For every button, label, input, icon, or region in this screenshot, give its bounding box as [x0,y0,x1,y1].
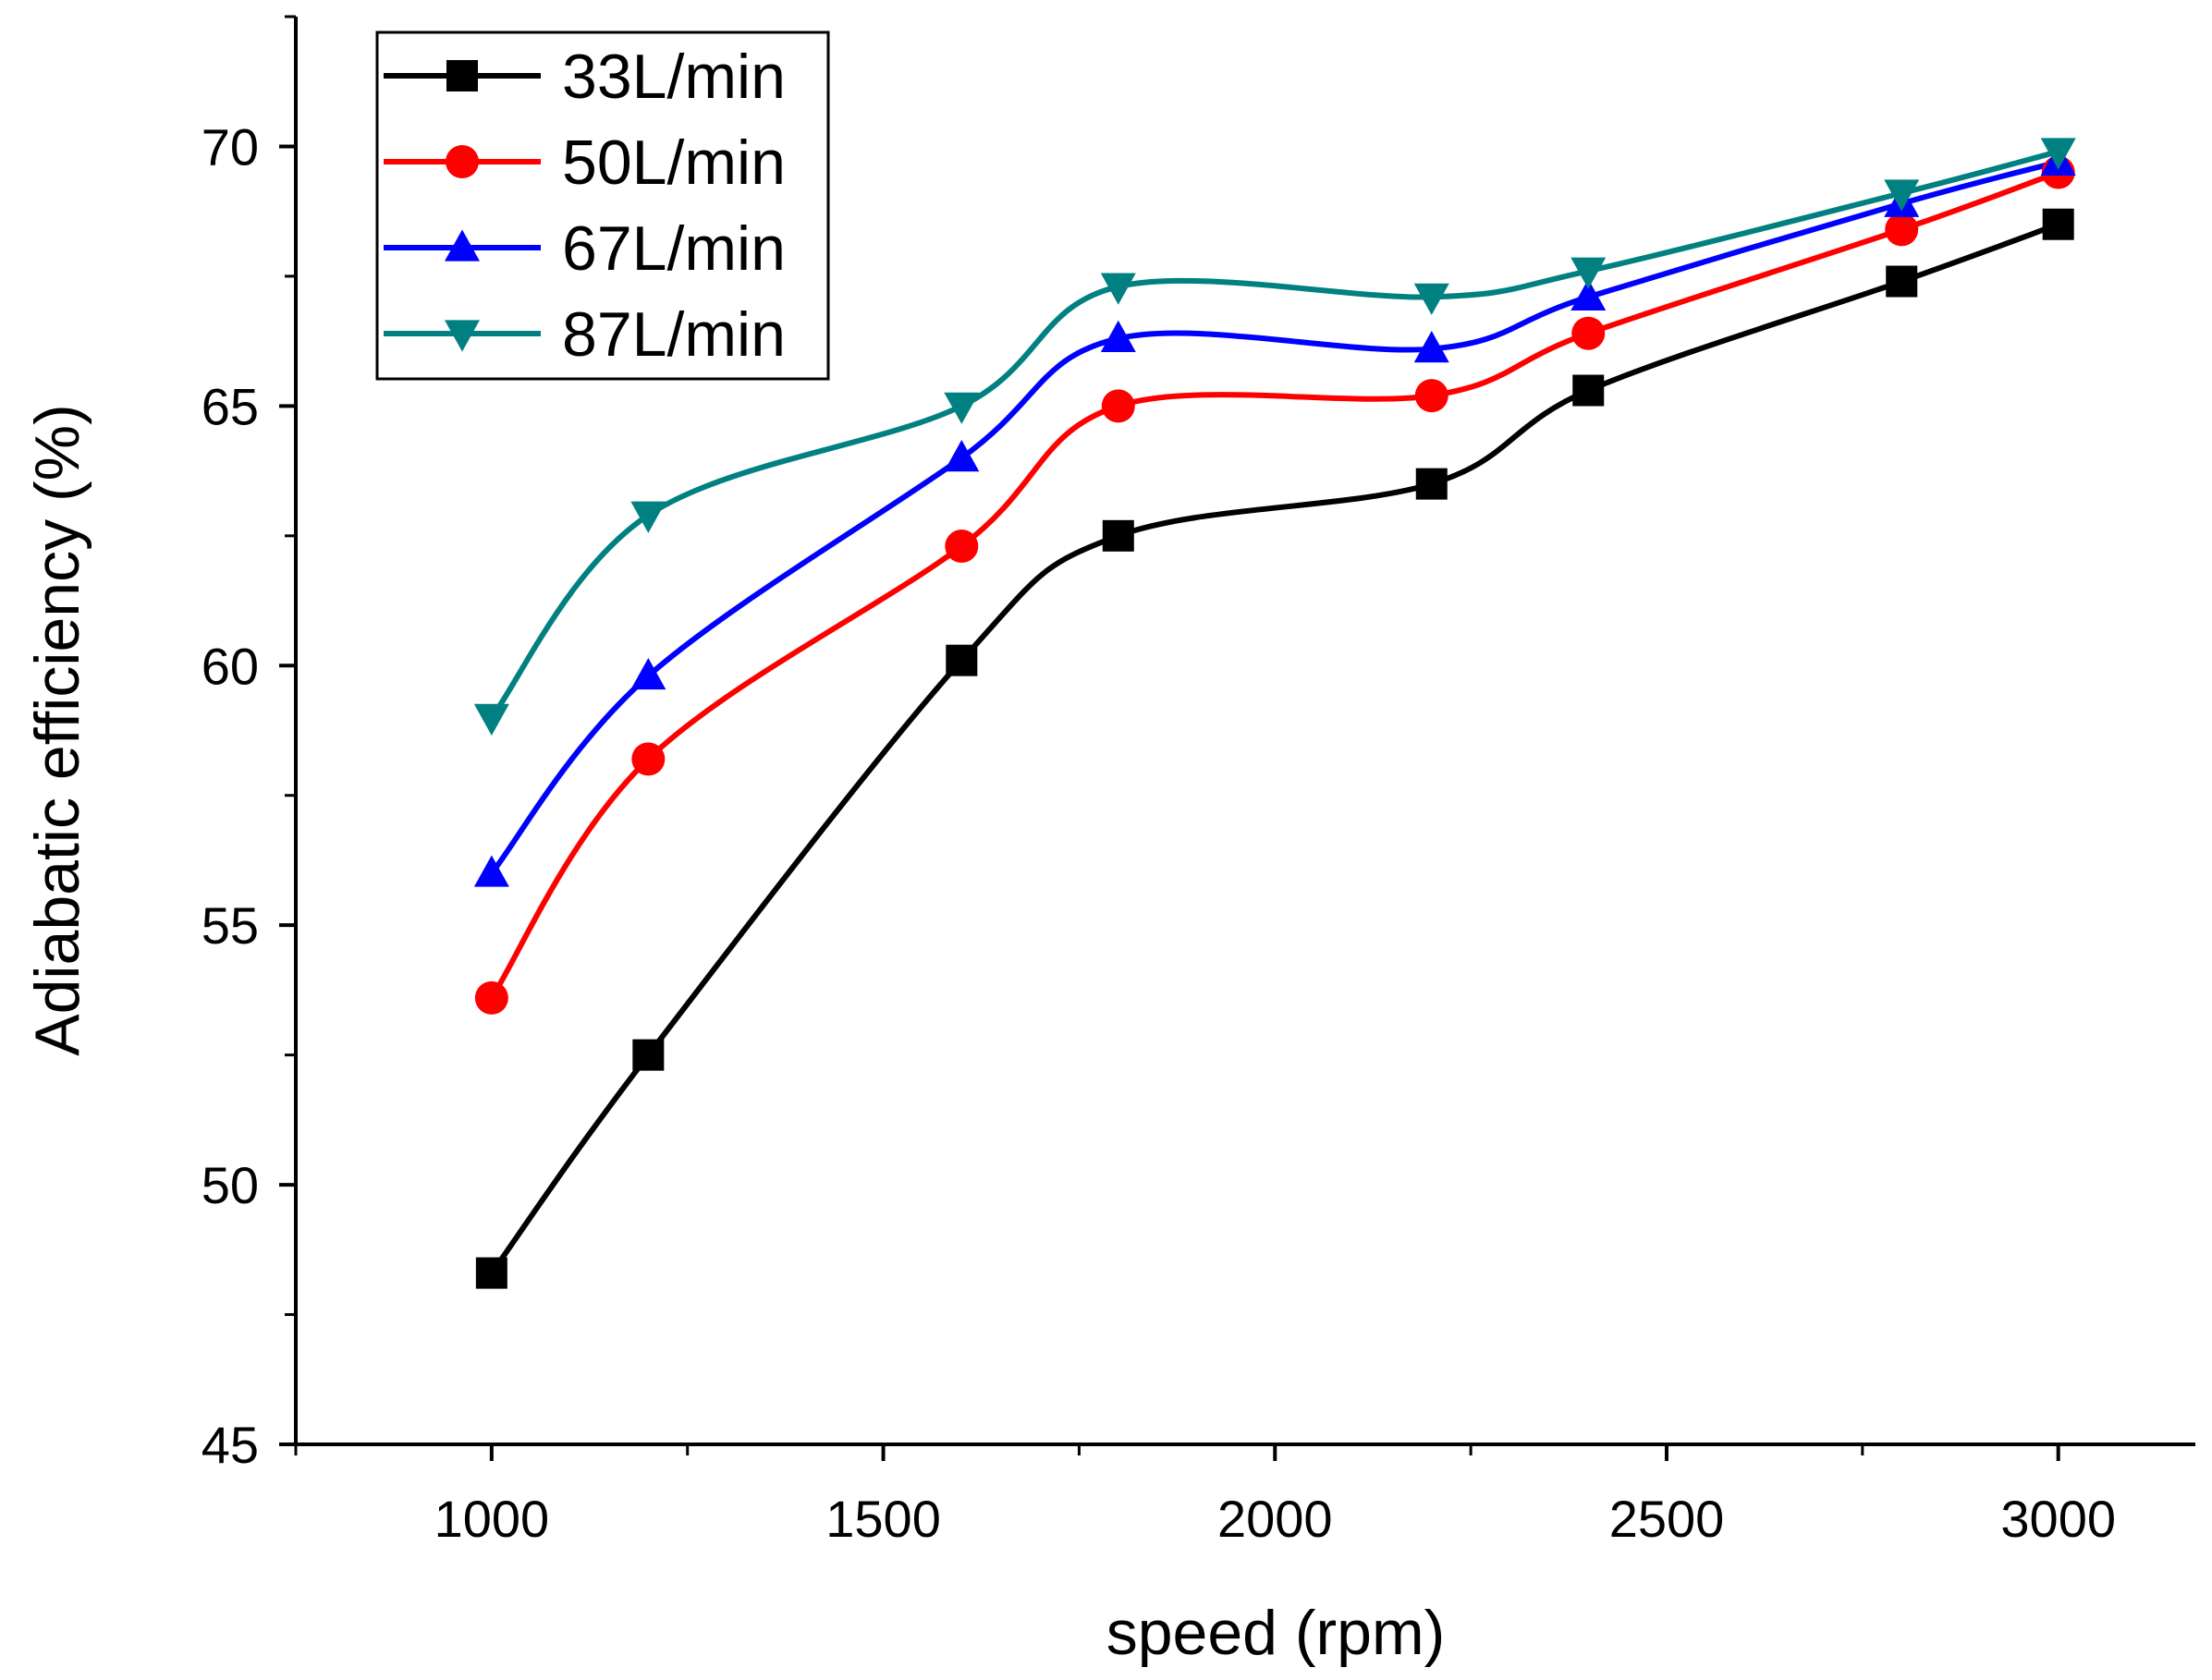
data-point-marker [1413,331,1449,363]
data-point-marker [475,1257,507,1289]
data-point-marker [1571,316,1606,350]
data-point-marker [474,980,508,1015]
data-point-marker [1570,278,1607,311]
data-point-marker [630,657,666,690]
data-point-marker [632,1039,665,1071]
x-tick-label: 1000 [434,1490,550,1548]
data-point-marker [1101,389,1135,423]
axes [294,17,2195,1446]
data-point-marker [2042,208,2074,240]
series-line [489,159,2059,875]
data-point-marker [446,145,479,178]
data-point-marker [2040,138,2076,170]
y-tick-label: 70 [202,117,259,176]
y-tick-label: 60 [202,637,259,695]
x-axis-title: speed (rpm) [1106,1598,1446,1668]
series-line [489,221,2059,1275]
data-point-marker [1414,379,1448,413]
data-point-marker [1884,179,1920,212]
legend-label: 67L/min [562,213,786,284]
legend-label: 33L/min [562,42,786,112]
data-point-marker [1886,265,1918,298]
x-ticks: 1000 1500 2000 2500 3000 [294,1444,2116,1548]
y-tick-label: 55 [202,896,259,955]
series-line [489,169,2059,1000]
data-point-marker [945,530,979,564]
data-point-marker [473,855,509,887]
x-tick-label: 1500 [825,1490,941,1548]
data-point-marker [446,60,478,91]
data-point-marker [944,392,980,424]
y-ticks: 45 50 55 60 65 70 [202,15,296,1474]
data-point-marker [445,320,480,352]
data-point-marker [630,501,666,533]
x-tick-label: 2500 [1609,1490,1725,1548]
data-point-marker [1100,273,1136,305]
legend: 33L/min 50L/min 67L/min 87L/min [375,30,830,381]
data-point-marker [1415,468,1448,500]
data-point-marker [1100,320,1136,352]
data-point-marker [946,644,978,676]
data-point-marker [944,439,980,472]
y-tick-label: 65 [202,377,259,435]
data-point-marker [1572,374,1605,407]
data-point-marker [1413,283,1449,315]
series-line [489,149,2059,720]
y-tick-label: 50 [202,1156,259,1214]
legend-label: 50L/min [562,128,786,198]
series-lines [489,149,2059,1275]
data-point-marker [631,742,666,776]
series-markers [473,138,2076,1289]
data-point-marker [445,229,480,262]
legend-label: 87L/min [562,299,786,370]
x-tick-label: 3000 [2000,1490,2116,1548]
y-tick-label: 45 [202,1416,259,1474]
data-point-marker [1102,519,1134,552]
data-point-marker [1570,257,1607,289]
data-point-marker [473,703,509,737]
data-point-marker [1885,213,1919,247]
y-axis-title: Adiabatic efficiency (%) [22,404,92,1056]
x-tick-label: 2000 [1217,1490,1333,1548]
